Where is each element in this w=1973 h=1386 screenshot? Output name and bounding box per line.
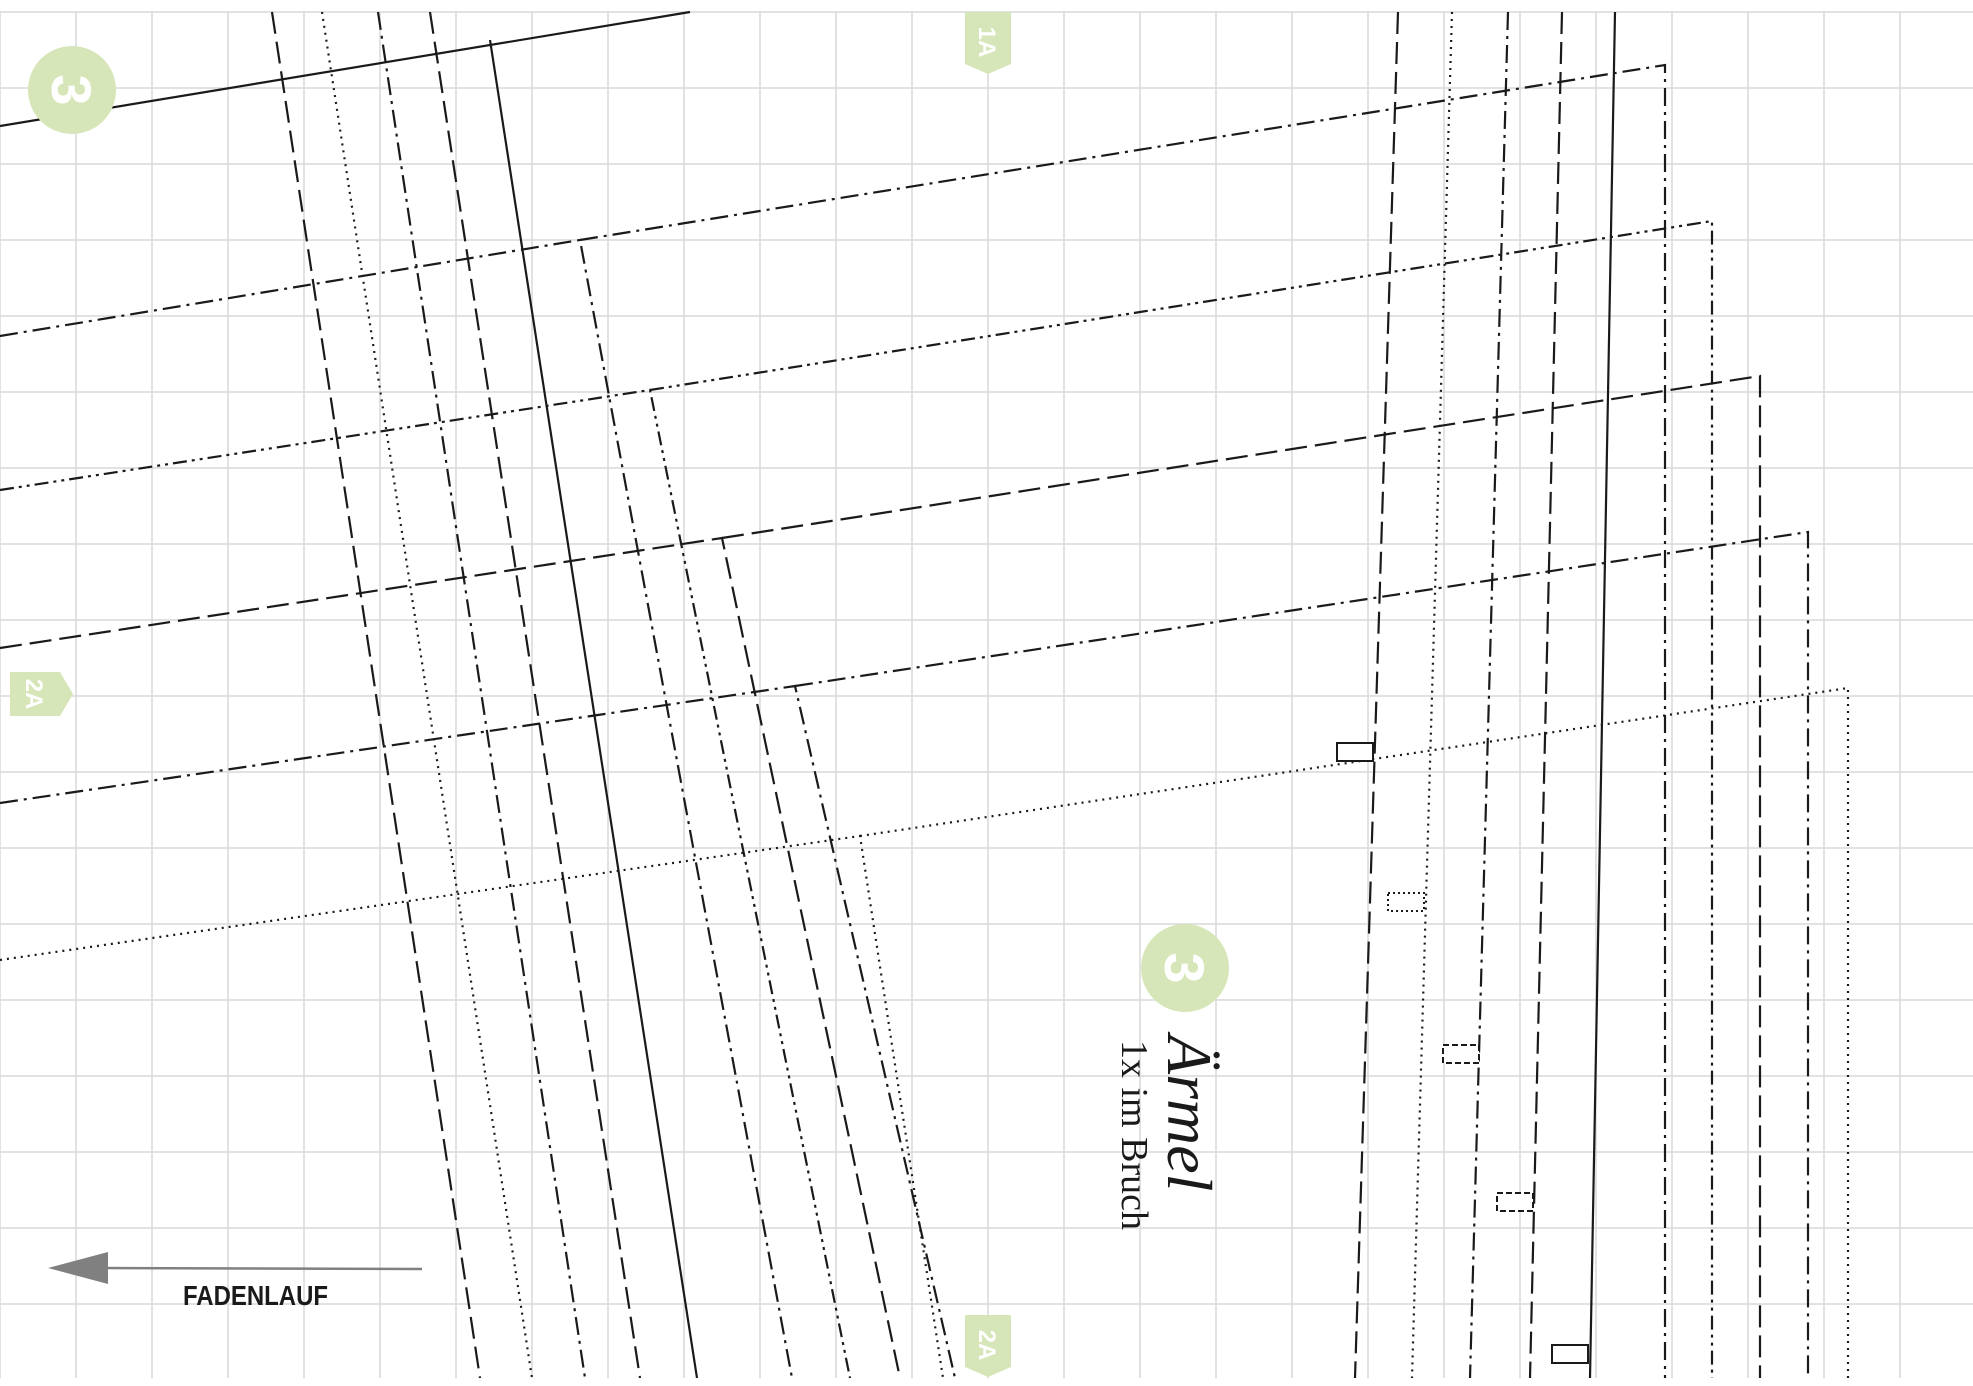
piece-number-corner: 3 xyxy=(40,74,103,105)
pattern-line-dashdotdot xyxy=(649,219,1714,1378)
notch-mark xyxy=(1496,1192,1534,1212)
match-mark-2a-left-label: 2A xyxy=(20,679,47,710)
pattern-line-dashdot xyxy=(0,238,794,1379)
piece-instruction: 1x im Bruch xyxy=(1113,1040,1155,1230)
pattern-line-dash xyxy=(428,11,642,1379)
pattern-line-dash xyxy=(270,11,482,1379)
pattern-line-solid xyxy=(0,10,691,128)
piece-number-badge-corner: 3 xyxy=(28,46,116,134)
grid-lines xyxy=(0,11,1973,1378)
pattern-line-dash xyxy=(721,374,1762,1378)
pattern-line-dashdot xyxy=(794,530,1810,1378)
pattern-line-dot xyxy=(320,11,534,1379)
pattern-line-dash xyxy=(1353,11,1400,1379)
notch-mark xyxy=(1551,1344,1589,1364)
pattern-line-dot xyxy=(1410,11,1454,1379)
piece-number-badge: 3 xyxy=(1141,924,1229,1012)
notch-marks xyxy=(1336,742,1589,1364)
match-mark-2a-bottom-label: 2A xyxy=(973,1330,1000,1361)
grainline-label: FADENLAUF xyxy=(183,1280,328,1311)
notch-mark xyxy=(1387,892,1425,912)
size-cut-lines xyxy=(0,10,1850,1379)
pattern-line-dashdot xyxy=(579,63,1667,1378)
pattern-line-dot xyxy=(859,686,1850,1378)
pattern-line-solid xyxy=(488,39,699,1379)
match-mark-1a-top: 1A xyxy=(965,12,1011,74)
notch-mark xyxy=(1442,1044,1480,1064)
pattern-line-dashdot xyxy=(1468,11,1510,1379)
notch-mark xyxy=(1336,742,1374,762)
piece-title: Ärmel xyxy=(1154,1031,1225,1191)
pattern-line-dashdot xyxy=(376,11,587,1379)
match-mark-2a-left: 2A xyxy=(10,672,73,716)
piece-number: 3 xyxy=(1153,952,1216,983)
pattern-line-dash xyxy=(1528,11,1564,1379)
match-mark-1a-label: 1A xyxy=(973,27,1000,58)
match-mark-2a-bottom: 2A xyxy=(965,1315,1011,1377)
pattern-line-dashdot xyxy=(0,684,957,1379)
pattern-line-solid xyxy=(1588,11,1617,1379)
grainline-arrow xyxy=(48,1252,423,1284)
